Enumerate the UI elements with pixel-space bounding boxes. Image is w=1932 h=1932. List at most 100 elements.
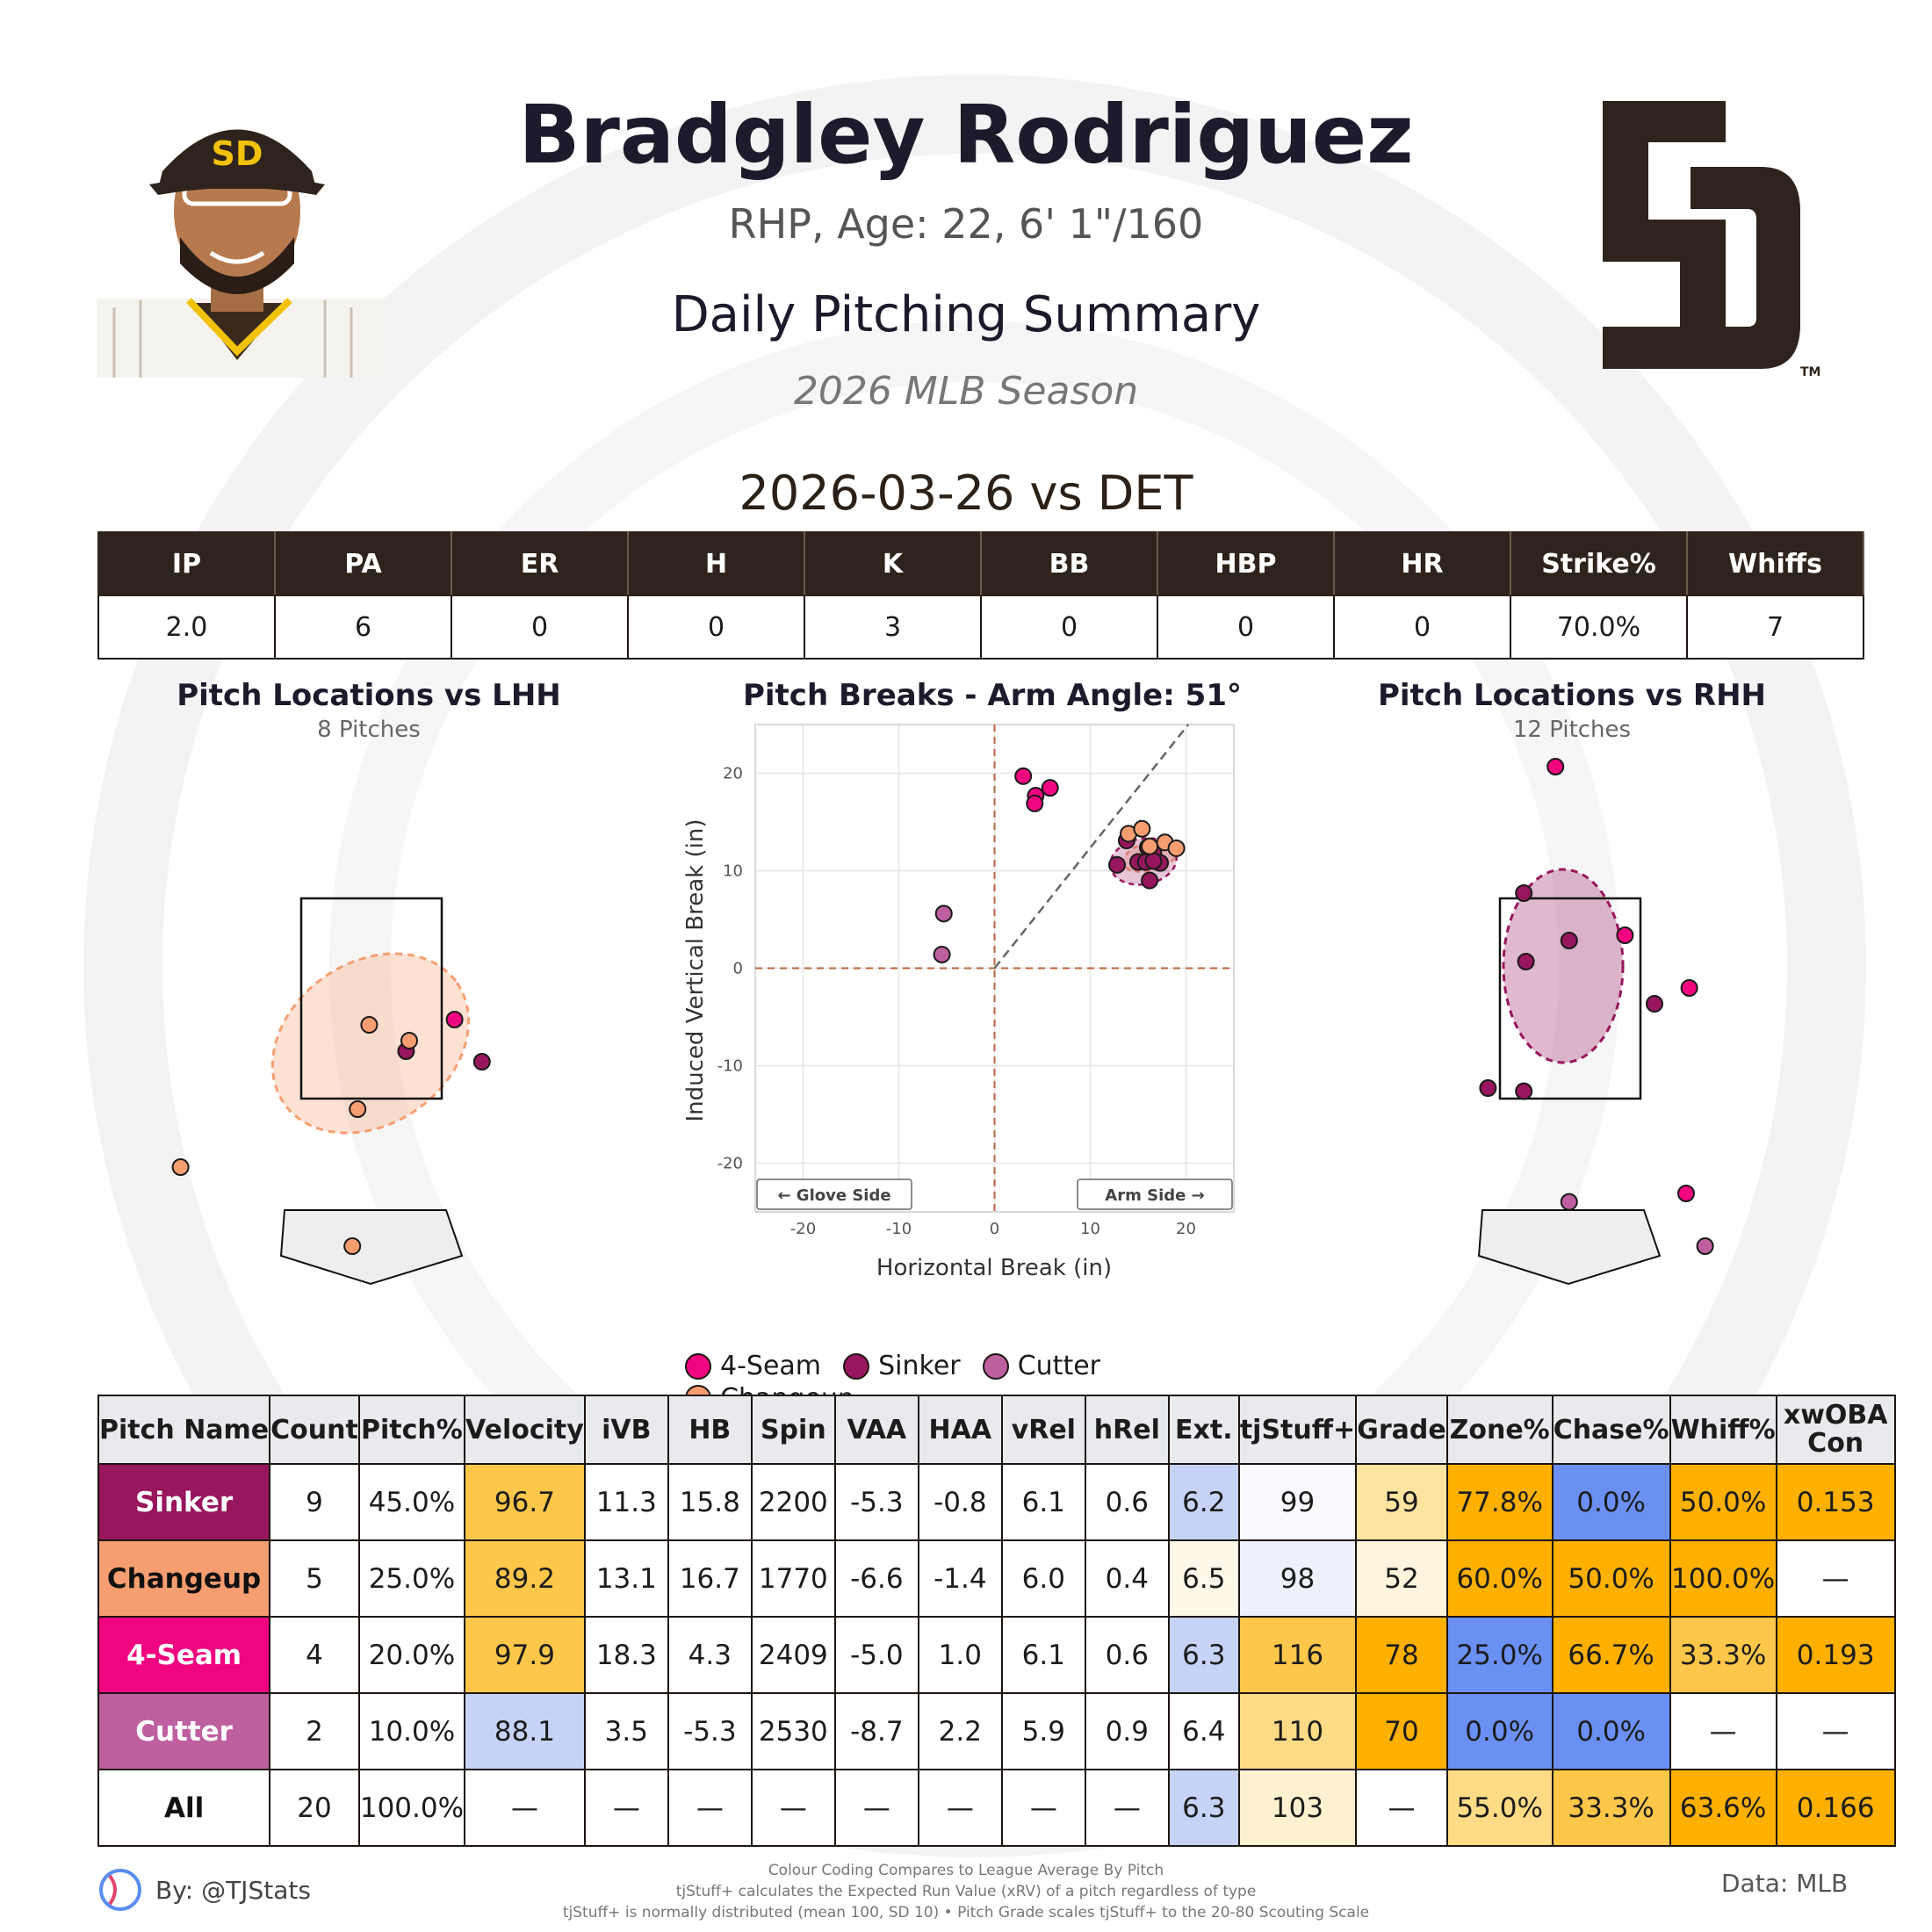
pitch-table-header-cell: HB — [667, 1395, 753, 1465]
pitch-name-cell: Cutter — [97, 1692, 271, 1770]
legend-label: 4-Seam — [720, 1351, 822, 1381]
stat-value-cell: 2.0 — [97, 595, 276, 660]
rhh-panel-title: Pitch Locations vs RHH — [1377, 678, 1767, 713]
tjstats-logo-icon — [99, 1869, 141, 1911]
svg-text:TM: TM — [1800, 365, 1820, 379]
pitch-table-cell: — — [750, 1769, 836, 1847]
location-point-4-seam — [1677, 1185, 1695, 1202]
pitch-table-header-cell: iVB — [583, 1395, 669, 1465]
pitch-table-header-cell: tjStuff+ — [1237, 1395, 1358, 1465]
pitch-table-cell: 70 — [1355, 1692, 1448, 1770]
break-point-sinker — [1144, 852, 1163, 870]
breaks-panel-title: Pitch Breaks - Arm Angle: 51° — [742, 678, 1242, 713]
location-point-cutter — [1560, 1193, 1578, 1211]
pitch-table-cell: 5.9 — [1000, 1692, 1086, 1770]
pitch-table-cell: 45.0% — [357, 1463, 466, 1541]
cap-logo-text: SD — [212, 134, 263, 173]
pitch-table-cell: 50.0% — [1669, 1463, 1777, 1541]
pitch-table-header-cell: Pitch% — [357, 1395, 466, 1465]
stat-header-cell: H — [627, 531, 805, 596]
break-point-changeup — [1133, 819, 1151, 838]
pitch-table-cell: -0.8 — [917, 1463, 1003, 1541]
pitch-table-cell: — — [1000, 1769, 1086, 1847]
stat-header-cell: PA — [274, 531, 452, 596]
pitch-metrics-table: Pitch Name Count Pitch% Velocity iVB HB Spin VA… — [97, 1395, 1896, 1847]
pitch-table-row: 4-Seam 4 20.0% 97.9 18.3 4.3 2409 -5.0 1.0 6.1 0.6… — [97, 1616, 1896, 1694]
stat-value-cell: 0 — [1157, 595, 1335, 660]
stat-value-cell: 3 — [804, 595, 982, 660]
pitch-table-cell: 2200 — [750, 1463, 836, 1541]
legend-item: Cutter — [982, 1351, 1100, 1381]
stat-value-cell: 0 — [451, 595, 629, 660]
pitch-table-cell: 11.3 — [583, 1463, 669, 1541]
pitch-name-cell: Sinker — [97, 1463, 271, 1541]
pitch-table-cell: -8.7 — [833, 1692, 919, 1770]
pitch-table-cell: 2409 — [750, 1616, 836, 1694]
pitch-table-row: Cutter 2 10.0% 88.1 3.5 -5.3 2530 -8.7 2.2 5.9 0.9… — [97, 1692, 1896, 1770]
pitch-table-cell: 13.1 — [583, 1539, 669, 1618]
location-point-changeup — [400, 1032, 418, 1049]
pitch-table-cell: -5.3 — [667, 1692, 753, 1770]
pitch-table-cell: — — [917, 1769, 1003, 1847]
legend-swatch — [685, 1352, 711, 1380]
pitch-table-header-cell: VAA — [833, 1395, 919, 1465]
y-tick-label: -20 — [717, 1155, 743, 1173]
pitch-table-cell: 2530 — [750, 1692, 836, 1770]
pitch-table-cell: 100.0% — [1669, 1539, 1777, 1618]
break-point-sinker — [1141, 871, 1159, 890]
location-point-4-seam — [445, 1011, 464, 1028]
arm-side-label: Arm Side → — [1105, 1186, 1204, 1205]
pitch-table-cell: — — [1775, 1692, 1896, 1770]
location-point-changeup — [349, 1100, 367, 1118]
location-point-sinker — [1517, 953, 1535, 970]
pitch-table-cell: — — [583, 1769, 669, 1847]
pitch-table-cell: 5 — [269, 1539, 360, 1618]
legend-swatch — [843, 1352, 870, 1380]
sinker-density-ellipse — [1502, 868, 1625, 1064]
pitch-table-cell: 20.0% — [357, 1616, 466, 1694]
pitch-table-cell: -5.3 — [833, 1463, 919, 1541]
location-point-4-seam — [1546, 758, 1565, 775]
stat-value-cell: 6 — [274, 595, 452, 660]
pitch-table-cell: 0.9 — [1084, 1692, 1170, 1770]
location-point-4-seam — [1680, 979, 1698, 997]
location-point-sinker — [472, 1053, 491, 1071]
legend-label: Sinker — [878, 1351, 961, 1381]
break-point-changeup — [1141, 837, 1159, 855]
pitch-table-cell: 116 — [1237, 1616, 1358, 1694]
x-axis-label: Horizontal Break (in) — [876, 1255, 1112, 1281]
location-point-changeup — [171, 1158, 190, 1176]
stat-header-cell: Whiffs — [1686, 531, 1864, 596]
location-point-sinker — [1560, 932, 1578, 949]
pitch-table-cell: 0.4 — [1084, 1539, 1170, 1618]
break-point-sinker — [1108, 855, 1127, 874]
player-name: Bradgley Rodriguez — [518, 88, 1414, 182]
location-point-cutter — [1696, 1237, 1714, 1255]
pitch-table-cell: 1770 — [750, 1539, 836, 1618]
strike-zone — [299, 897, 443, 1100]
pitch-table-cell: 60.0% — [1445, 1539, 1554, 1618]
pitch-table-header-cell: Whiff% — [1669, 1395, 1777, 1465]
pitch-table-cell: — — [1084, 1769, 1170, 1847]
stat-header-cell: ER — [451, 531, 629, 596]
pitch-table-cell: 0.0% — [1445, 1692, 1554, 1770]
pitch-table-cell: 4.3 — [667, 1616, 753, 1694]
arm-side-box: Arm Side → — [1077, 1179, 1233, 1210]
pitch-table-cell: 77.8% — [1445, 1463, 1554, 1541]
pitch-table-cell: 66.7% — [1551, 1616, 1671, 1694]
game-header: 2026-03-26 vs DET — [739, 465, 1193, 521]
footnote: Colour Coding Compares to League Average… — [544, 1860, 1388, 1923]
pitch-table-header-cell: hRel — [1084, 1395, 1170, 1465]
stat-header-cell: Strike% — [1510, 531, 1688, 596]
x-tick-label: -10 — [886, 1220, 912, 1238]
pitch-table-cell: 2.2 — [917, 1692, 1003, 1770]
pitch-table-cell: 16.7 — [667, 1539, 753, 1618]
location-point-changeup — [360, 1016, 378, 1034]
stat-value-row: 2.0 6 0 0 3 0 0 0 70.0% 7 — [97, 595, 1864, 660]
pitch-table-cell: -6.6 — [833, 1539, 919, 1618]
pitch-table-cell: -1.4 — [917, 1539, 1003, 1618]
pitch-table-cell: 33.3% — [1669, 1616, 1777, 1694]
pitch-table-cell: 0.153 — [1775, 1463, 1896, 1541]
pitch-table-cell: 33.3% — [1551, 1769, 1671, 1847]
pitch-table-cell: 10.0% — [357, 1692, 466, 1770]
